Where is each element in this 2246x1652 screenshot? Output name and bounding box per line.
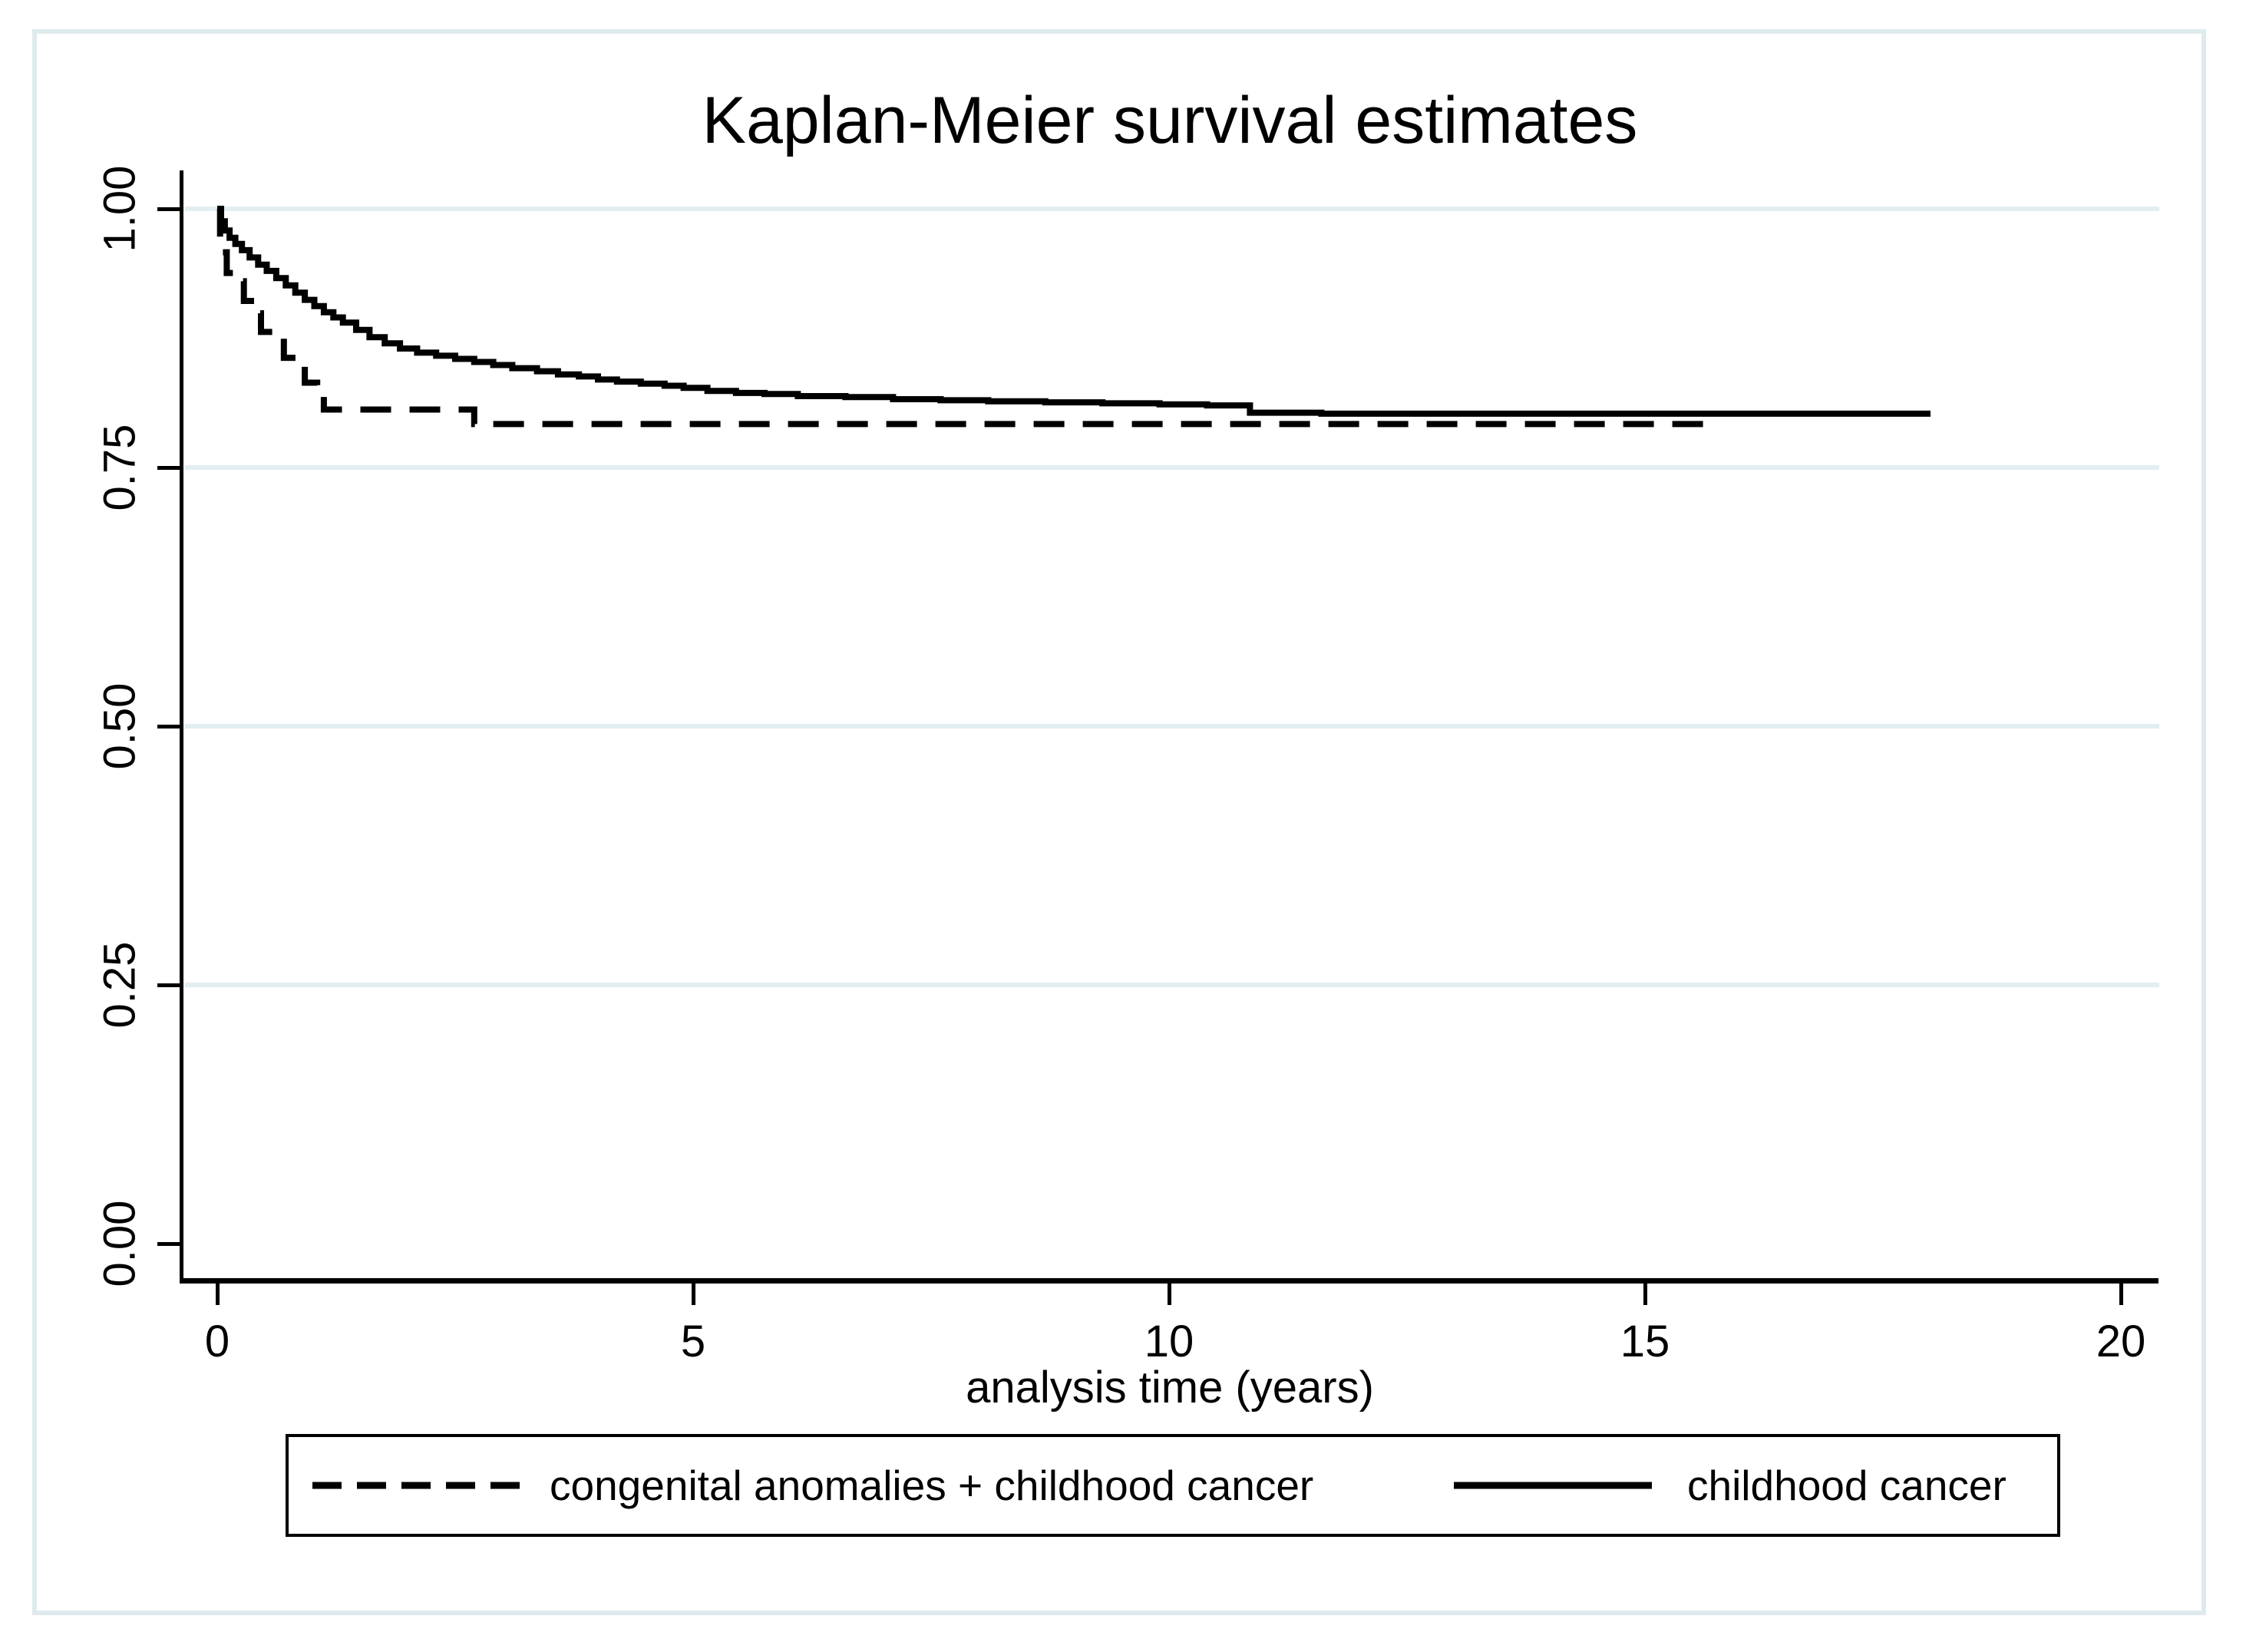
y-gridline (185, 724, 2159, 729)
y-tick-mark (157, 207, 180, 211)
y-gridline (185, 206, 2159, 211)
legend-dashed-line-sample (312, 1482, 520, 1489)
x-axis-line (180, 1278, 2158, 1284)
x-tick-mark (692, 1284, 695, 1305)
y-tick-mark (157, 983, 180, 987)
x-tick-label: 10 (1144, 1317, 1194, 1366)
x-tick-mark (2119, 1284, 2123, 1305)
x-tick-label: 5 (680, 1317, 706, 1366)
y-tick-mark (157, 466, 180, 470)
legend-label-dashed: congenital anomalies + childhood cancer (550, 1462, 1314, 1509)
x-tick-label: 20 (2096, 1317, 2146, 1366)
legend-solid-line-sample (1454, 1482, 1652, 1489)
chart-title: Kaplan-Meier survival estimates (702, 84, 1638, 157)
x-tick-label: 15 (1620, 1317, 1670, 1366)
y-axis-line (180, 170, 183, 1284)
x-axis-title: analysis time (years) (966, 1363, 1374, 1412)
y-gridline (185, 465, 2159, 470)
series-dashed-curve (216, 206, 1722, 428)
legend-label-solid: childhood cancer (1687, 1462, 2007, 1509)
legend: congenital anomalies + childhood cancer … (286, 1434, 2060, 1537)
x-tick-label: 0 (204, 1317, 230, 1366)
series-solid-curve (217, 206, 1931, 417)
y-tick-mark (157, 1242, 180, 1246)
figure-border (32, 29, 2206, 1615)
x-tick-mark (216, 1284, 220, 1305)
x-tick-mark (1643, 1284, 1647, 1305)
y-gridline (185, 983, 2159, 987)
y-tick-mark (157, 725, 180, 729)
x-tick-mark (1168, 1284, 1171, 1305)
